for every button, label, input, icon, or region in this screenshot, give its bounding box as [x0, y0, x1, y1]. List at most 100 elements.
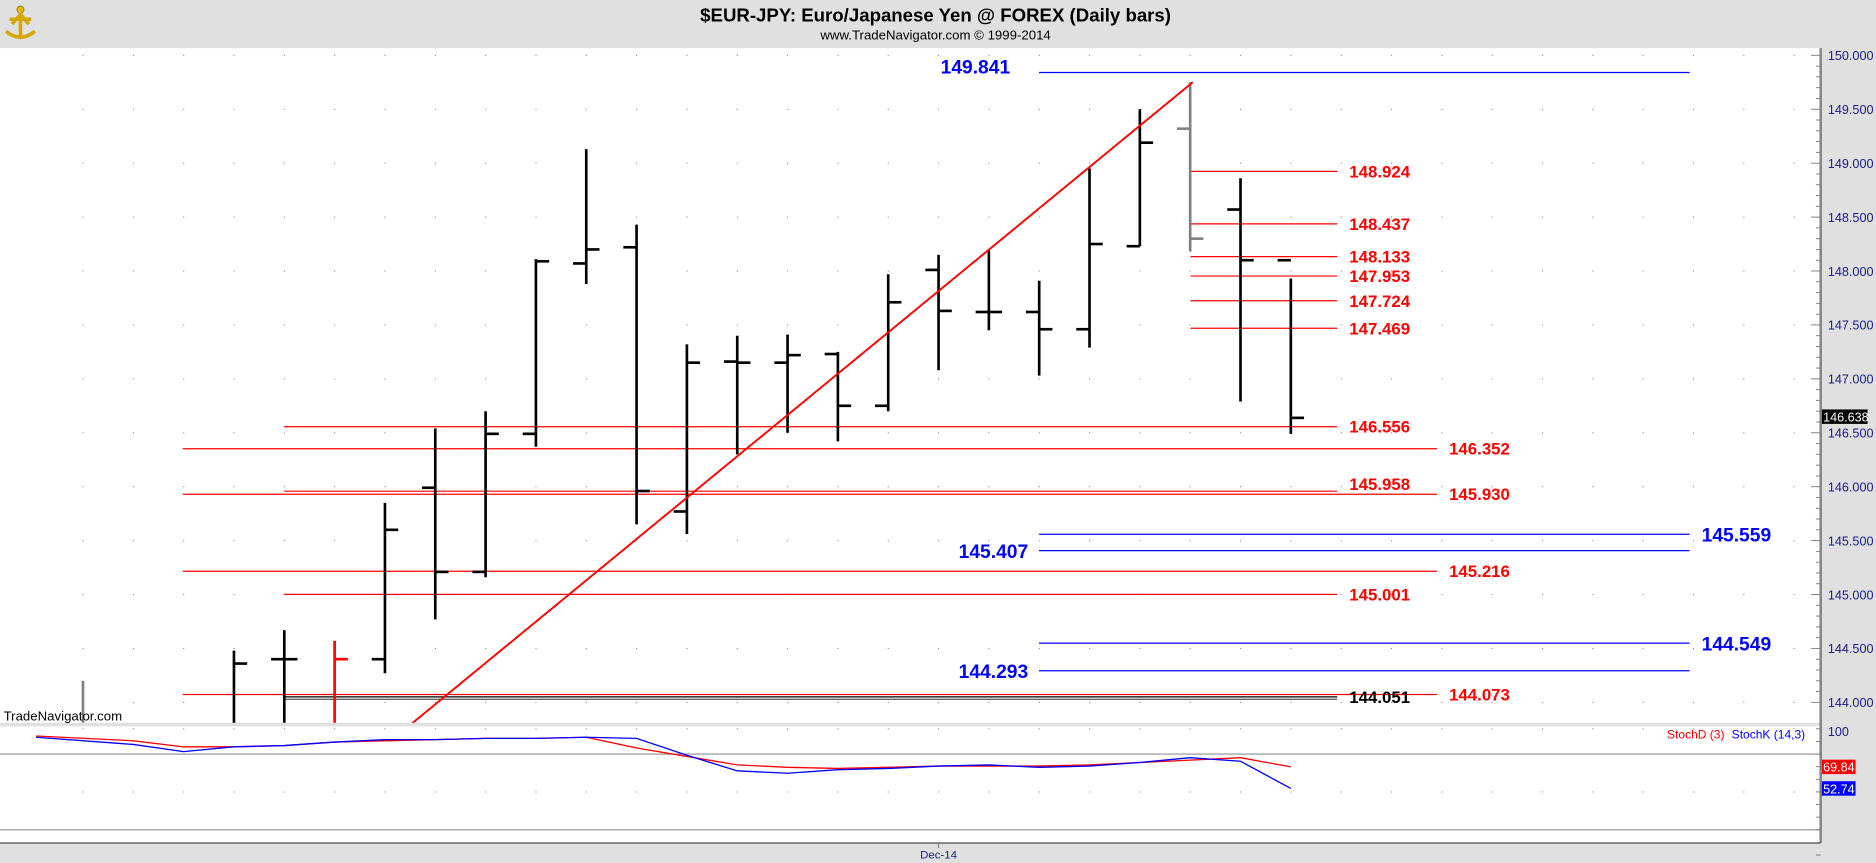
grid-dot: [1592, 647, 1594, 650]
grid-dot: [1340, 162, 1342, 164]
grid-dot: [1843, 647, 1846, 650]
grid-dot: [686, 216, 688, 218]
date-label: Dec-14: [920, 850, 957, 862]
level-label: 145.407: [959, 542, 1029, 563]
anchor-icon: [4, 11, 37, 40]
ohlc-bar: [1277, 258, 1305, 434]
grid-dot: [1089, 162, 1091, 164]
grid-dot: [736, 647, 738, 650]
grid-dot: [1441, 270, 1443, 272]
grid-dot: [1441, 324, 1443, 326]
grid-dot: [1843, 108, 1846, 110]
grid-dot: [1290, 486, 1292, 488]
grid-dot: [1240, 486, 1242, 488]
grid-dot: [233, 108, 235, 110]
grid-dot: [1391, 791, 1393, 793]
grid-dot: [1793, 216, 1795, 218]
grid-dot: [1240, 728, 1242, 730]
grid-dot: [1592, 216, 1594, 218]
grid-dot: [736, 728, 738, 730]
grid-dot: [1391, 162, 1393, 164]
grid-dot: [686, 701, 688, 703]
grid-dot: [887, 647, 889, 650]
grid-dot: [82, 594, 84, 596]
grid-dot: [1340, 216, 1342, 218]
grid-dot: [1340, 701, 1342, 703]
grid-dot: [1340, 540, 1342, 542]
grid-dot: [787, 108, 789, 110]
grid-dot: [1391, 432, 1393, 434]
stoch-value-box: [1821, 759, 1856, 775]
grid-dot: [1038, 701, 1040, 703]
grid-dot: [233, 486, 235, 488]
grid-dot: [1692, 216, 1695, 218]
grid-dot: [1592, 270, 1594, 272]
grid-dot: [1541, 162, 1544, 164]
grid-dot: [1743, 791, 1745, 793]
grid-dot: [887, 162, 889, 164]
grid-dot: [82, 791, 84, 793]
grid-dot: [1038, 216, 1040, 218]
grid-dot: [1541, 728, 1544, 730]
grid-dot: [1189, 540, 1191, 542]
ohlc-bar: [824, 351, 852, 442]
grid-dot: [183, 432, 185, 434]
grid-dot: [1642, 216, 1644, 218]
grid-dot: [1793, 647, 1795, 650]
grid-dot: [183, 791, 185, 793]
grid-dot: [736, 54, 738, 56]
level-label: 145.001: [1349, 585, 1410, 604]
grid-dot: [887, 270, 889, 272]
ohlc-bar: [925, 254, 952, 371]
grid-dot: [938, 108, 940, 110]
grid-dot: [585, 791, 587, 793]
grid-dot: [535, 108, 537, 110]
grid-dot: [485, 108, 487, 110]
grid-dot: [887, 791, 889, 793]
grid-dot: [585, 728, 587, 730]
grid-dot: [434, 647, 436, 650]
grid-dot: [132, 728, 134, 730]
grid-dot: [736, 270, 738, 272]
grid-dot: [837, 54, 839, 56]
grid-dot: [787, 728, 789, 730]
axis-label: 144.500: [1828, 642, 1874, 656]
grid-dot: [434, 324, 436, 326]
grid-dot: [1240, 108, 1242, 110]
grid-dot: [585, 324, 587, 326]
grid-dot: [132, 324, 134, 326]
grid-dot: [787, 162, 789, 164]
grid-dot: [1189, 701, 1191, 703]
grid-dot: [334, 216, 336, 218]
grid-dot: [183, 594, 185, 596]
grid-dot: [1189, 647, 1191, 650]
grid-dot: [736, 701, 738, 703]
legend-stochk: StochK (14,3): [1732, 727, 1805, 741]
grid-dot: [233, 594, 235, 596]
grid-dot: [1139, 486, 1141, 488]
grid-dot: [1139, 54, 1141, 56]
grid-dot: [1139, 378, 1141, 380]
grid-dot: [988, 701, 990, 703]
grid-dot: [787, 324, 789, 326]
grid-dot: [233, 432, 235, 434]
grid-dot: [938, 728, 940, 730]
grid-dot: [1038, 647, 1040, 650]
grid-dot: [1491, 540, 1493, 542]
grid-dot: [1843, 162, 1846, 164]
grid-dot: [787, 432, 789, 434]
grid-dot: [736, 162, 738, 164]
grid-dot: [636, 647, 638, 650]
grid-dot: [1491, 432, 1493, 434]
level-label: 144.073: [1449, 685, 1510, 704]
grid-dot: [1793, 701, 1795, 703]
grid-dot: [1743, 378, 1745, 380]
stoch-value-label: 52.74: [1823, 782, 1855, 796]
grid-dot: [686, 162, 688, 164]
grid-dot: [1843, 378, 1846, 380]
grid-dot: [283, 791, 285, 793]
grid-dot: [183, 324, 185, 326]
grid-dot: [384, 270, 386, 272]
pane-separator[interactable]: [0, 722, 1821, 727]
